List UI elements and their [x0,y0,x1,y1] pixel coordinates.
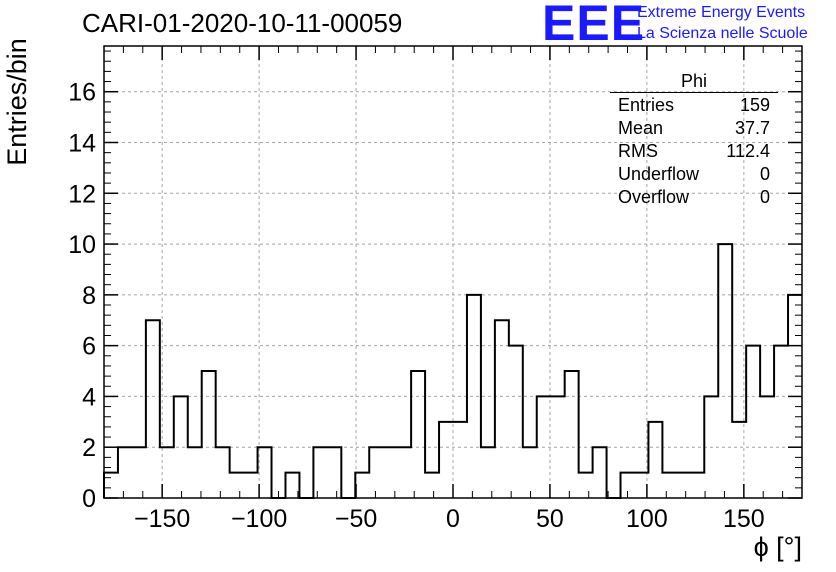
histogram-bin [439,422,453,498]
histogram-bin [648,422,662,498]
x-tick-label: 100 [626,505,668,533]
histogram-bin [244,473,258,498]
stats-label: RMS [618,141,658,161]
stats-label: Underflow [618,164,700,184]
y-tick-label: 16 [68,79,96,107]
histogram-bin [425,473,439,498]
stats-row-underflow: Underflow 0 [610,163,778,186]
stats-row-rms: RMS 112.4 [610,140,778,163]
histogram-bin [411,371,425,498]
y-axis-label: Entries/bin [2,38,32,166]
x-axis-label: ϕ [°] [753,532,802,562]
histogram-bin [313,447,327,498]
histogram-bin [174,396,188,498]
histogram-bin [676,473,690,498]
histogram-bin [579,473,593,498]
y-tick-label: 10 [68,231,96,259]
histogram-bin [132,447,146,498]
y-tick-label: 4 [82,383,96,411]
stats-label: Mean [618,118,664,138]
stats-value: 0 [759,164,770,184]
histogram-bin [285,473,299,498]
y-tick-label: 14 [68,129,96,157]
histogram-bin [774,346,788,498]
histogram-bin [230,473,244,498]
y-tick-label: 6 [82,333,96,361]
histogram-bin [746,346,760,498]
plot-title: CARI-01-2020-10-11-00059 [82,8,403,38]
x-tick-label: −100 [231,505,287,533]
histogram-bin [718,244,732,498]
histogram-bin [146,320,160,498]
histogram-bin [216,447,230,498]
stats-label: Overflow [618,187,690,207]
histogram-bin [523,447,537,498]
x-tick-label: −150 [134,505,190,533]
x-tick-label: 0 [446,505,460,533]
stats-box: Phi Entries 159 Mean 37.7 RMS 112.4 Unde… [610,70,778,209]
stats-label: Entries [618,95,675,115]
x-tick-label: −50 [335,505,377,533]
stats-value: 0 [759,187,770,207]
histogram-bin [453,422,467,498]
histogram-bin [188,447,202,498]
histogram-bin [593,447,607,498]
y-tick-label: 0 [82,485,96,513]
histogram-bin [104,473,118,498]
stats-title: Phi [610,70,778,93]
histogram-bin [565,371,579,498]
stats-row-entries: Entries 159 [610,94,778,117]
histogram-bin [202,371,216,498]
histogram-bin [327,447,341,498]
histogram-bin [383,447,397,498]
histogram-bin [369,447,383,498]
histogram-outline [103,243,802,499]
histogram-bin [690,473,704,498]
histogram-bin [481,447,495,498]
stats-row-overflow: Overflow 0 [610,186,778,209]
histogram-bin [662,473,676,498]
logo-text-line1: Extreme Energy Events [637,4,806,21]
y-tick-label: 8 [82,282,96,310]
stats-value: 159 [739,95,770,115]
histogram-bin [355,473,369,498]
logo-text-line2: La Scienza nelle Scuole [637,25,808,42]
histogram-bin [118,447,132,498]
y-tick-label: 2 [82,434,96,462]
x-tick-label: 50 [536,505,564,533]
stats-row-mean: Mean 37.7 [610,117,778,140]
eee-logo: EEE [542,0,646,51]
stats-value: 37.7 [734,118,770,138]
y-tick-label: 12 [68,180,96,208]
histogram-bin [509,346,523,498]
histogram-bin [495,320,509,498]
x-tick-label: 150 [723,505,765,533]
histogram-bin [397,447,411,498]
stats-value: 112.4 [726,141,770,161]
